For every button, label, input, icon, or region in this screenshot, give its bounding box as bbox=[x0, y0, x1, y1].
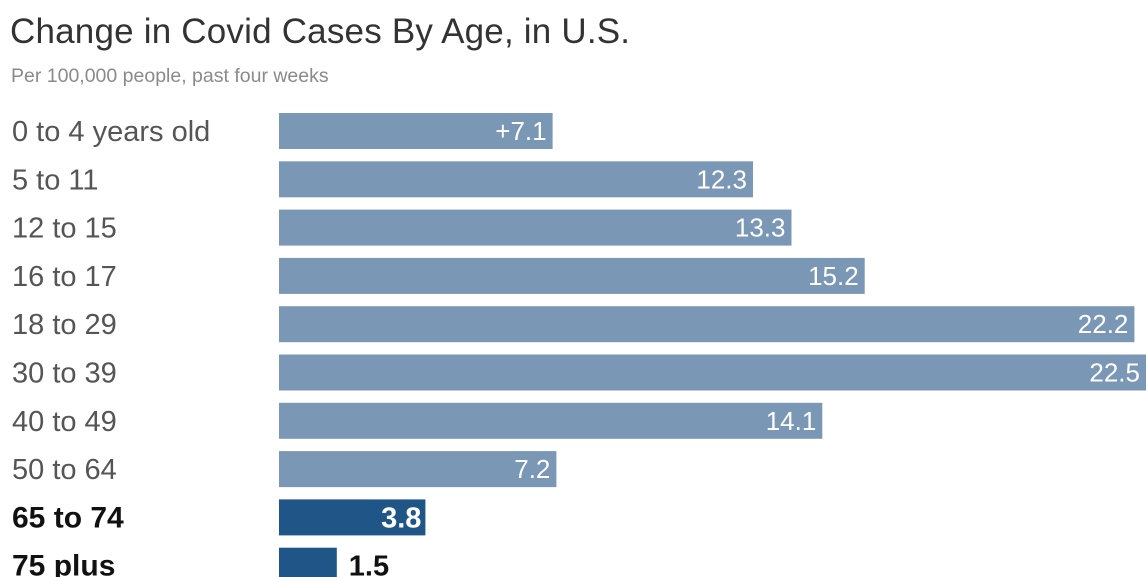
value-label-4: 22.2 bbox=[1078, 309, 1129, 339]
value-label-7: 7.2 bbox=[514, 454, 550, 484]
category-label-5: 30 to 39 bbox=[12, 358, 117, 390]
category-label-4: 18 to 29 bbox=[12, 309, 117, 341]
bar-4 bbox=[279, 306, 1135, 343]
bar-0 bbox=[279, 113, 553, 149]
chart-title: Change in Covid Cases By Age, in U.S. bbox=[10, 12, 631, 51]
value-label-5: 22.5 bbox=[1089, 358, 1140, 388]
value-label-3: 15.2 bbox=[808, 261, 859, 291]
category-label-8: 65 to 74 bbox=[12, 501, 124, 534]
value-label-6: 14.1 bbox=[766, 406, 817, 436]
chart-subtitle: Per 100,000 people, past four weeks bbox=[11, 65, 329, 87]
value-label-0: +7.1 bbox=[495, 116, 546, 146]
category-label-9: 75 plus bbox=[12, 550, 115, 577]
category-label-0: 0 to 4 years old bbox=[12, 116, 210, 148]
bar-9 bbox=[279, 547, 337, 577]
bar-2 bbox=[279, 209, 792, 246]
category-label-7: 50 to 64 bbox=[12, 454, 117, 486]
bar-3 bbox=[279, 257, 865, 294]
value-label-1: 12.3 bbox=[696, 164, 747, 194]
bar-1 bbox=[279, 161, 753, 198]
value-label-8: 3.8 bbox=[381, 502, 421, 534]
category-label-3: 16 to 17 bbox=[12, 261, 117, 293]
bar-8 bbox=[279, 499, 426, 536]
bar-6 bbox=[279, 402, 823, 439]
value-label-2: 13.3 bbox=[735, 213, 786, 243]
bar-7 bbox=[279, 451, 557, 488]
value-label-9: 1.5 bbox=[349, 551, 389, 577]
category-label-6: 40 to 49 bbox=[12, 406, 117, 438]
bar-5 bbox=[279, 354, 1146, 391]
category-label-2: 12 to 15 bbox=[12, 213, 117, 245]
category-label-1: 5 to 11 bbox=[12, 164, 99, 196]
